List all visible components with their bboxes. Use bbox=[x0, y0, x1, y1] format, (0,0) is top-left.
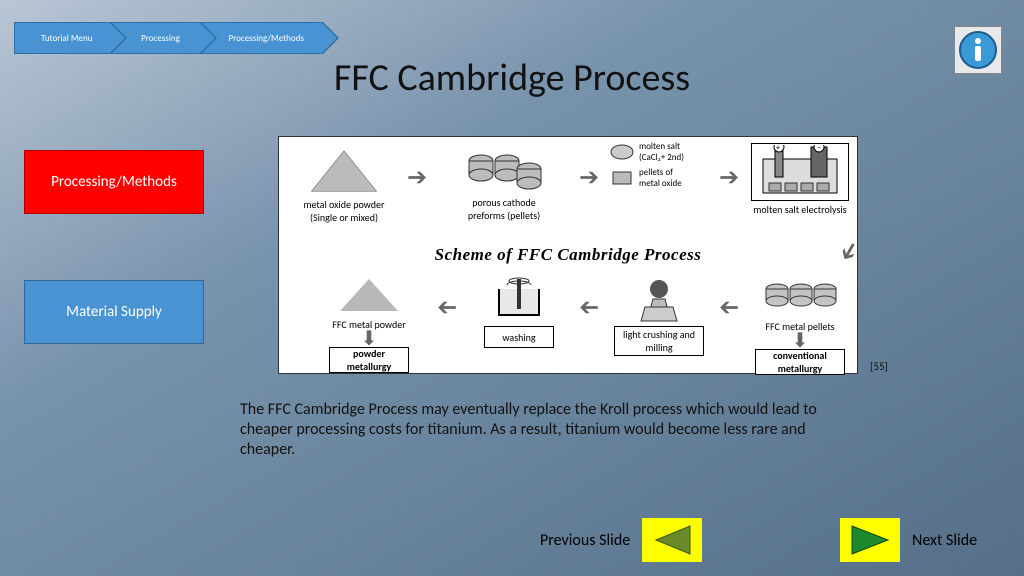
crumb-label: Processing/Methods bbox=[228, 33, 303, 44]
info-icon bbox=[958, 30, 998, 70]
node-porous-cathode: porous cathode preforms (pellets) bbox=[439, 147, 569, 222]
breadcrumb: Tutorial Menu Processing Processing/Meth… bbox=[14, 22, 323, 54]
next-icon bbox=[848, 522, 892, 558]
info-button[interactable] bbox=[954, 26, 1002, 74]
side-card-label: Processing/Methods bbox=[51, 173, 177, 191]
node-metal-oxide-powder: metal oxide powder (Single or mixed) bbox=[289, 147, 399, 224]
node-ffc-pellets: FFC metal pellets ⬇ conventional metallu… bbox=[745, 277, 855, 377]
diagram-title: Scheme of FFC Cambridge Process bbox=[279, 245, 857, 265]
nav-label: Previous Slide bbox=[540, 531, 630, 550]
side-card-processing-methods[interactable]: Processing/Methods bbox=[24, 150, 204, 214]
arrow-icon: ➔ bbox=[407, 163, 427, 192]
node-label: pellets of metal oxide bbox=[639, 167, 682, 189]
arrow-icon: ➔ bbox=[579, 163, 599, 192]
crumb-processing-methods[interactable]: Processing/Methods bbox=[201, 22, 322, 54]
node-electrolysis: + − molten salt electrolysis bbox=[745, 143, 855, 216]
node-label: metal oxide powder (Single or mixed) bbox=[289, 198, 399, 224]
side-card-material-supply[interactable]: Material Supply bbox=[24, 280, 204, 344]
side-card-label: Material Supply bbox=[66, 303, 162, 321]
arrow-icon: ➔ bbox=[719, 293, 739, 322]
arrow-icon: ➔ bbox=[579, 293, 599, 322]
crumb-tutorial-menu[interactable]: Tutorial Menu bbox=[14, 22, 111, 54]
node-label: powder metallurgy bbox=[329, 347, 409, 373]
node-label: washing bbox=[484, 326, 554, 348]
crumb-label: Processing bbox=[141, 33, 180, 44]
node-crushing: light crushing and milling bbox=[609, 277, 709, 358]
arrow-icon: ➔ bbox=[437, 293, 457, 322]
svg-text:+: + bbox=[776, 145, 780, 153]
crumb-label: Tutorial Menu bbox=[41, 33, 92, 44]
node-label: molten salt electrolysis bbox=[745, 203, 855, 216]
next-slide-button[interactable]: Next Slide bbox=[840, 518, 977, 562]
node-label: conventional metallurgy bbox=[755, 349, 845, 375]
node-ffc-powder: FFC metal powder ⬇ powder metallurgy bbox=[309, 275, 429, 375]
process-diagram: metal oxide powder (Single or mixed) ➔ p… bbox=[278, 136, 858, 374]
previous-icon bbox=[650, 522, 694, 558]
body-text: The FFC Cambridge Process may eventually… bbox=[240, 400, 860, 460]
svg-text:−: − bbox=[817, 145, 821, 153]
node-washing: washing bbox=[469, 277, 569, 350]
citation: [55] bbox=[870, 360, 888, 373]
node-label: molten salt (CaCl₂+ 2nd) bbox=[639, 141, 684, 163]
node-inputs: molten salt (CaCl₂+ 2nd) pellets of meta… bbox=[609, 141, 719, 189]
arrow-icon: ➔ bbox=[719, 163, 739, 192]
node-label: porous cathode preforms (pellets) bbox=[439, 196, 569, 222]
node-label: light crushing and milling bbox=[614, 326, 704, 356]
nav-label: Next Slide bbox=[912, 531, 977, 550]
previous-slide-button[interactable]: Previous Slide bbox=[540, 518, 702, 562]
page-title: FFC Cambridge Process bbox=[0, 55, 1024, 101]
